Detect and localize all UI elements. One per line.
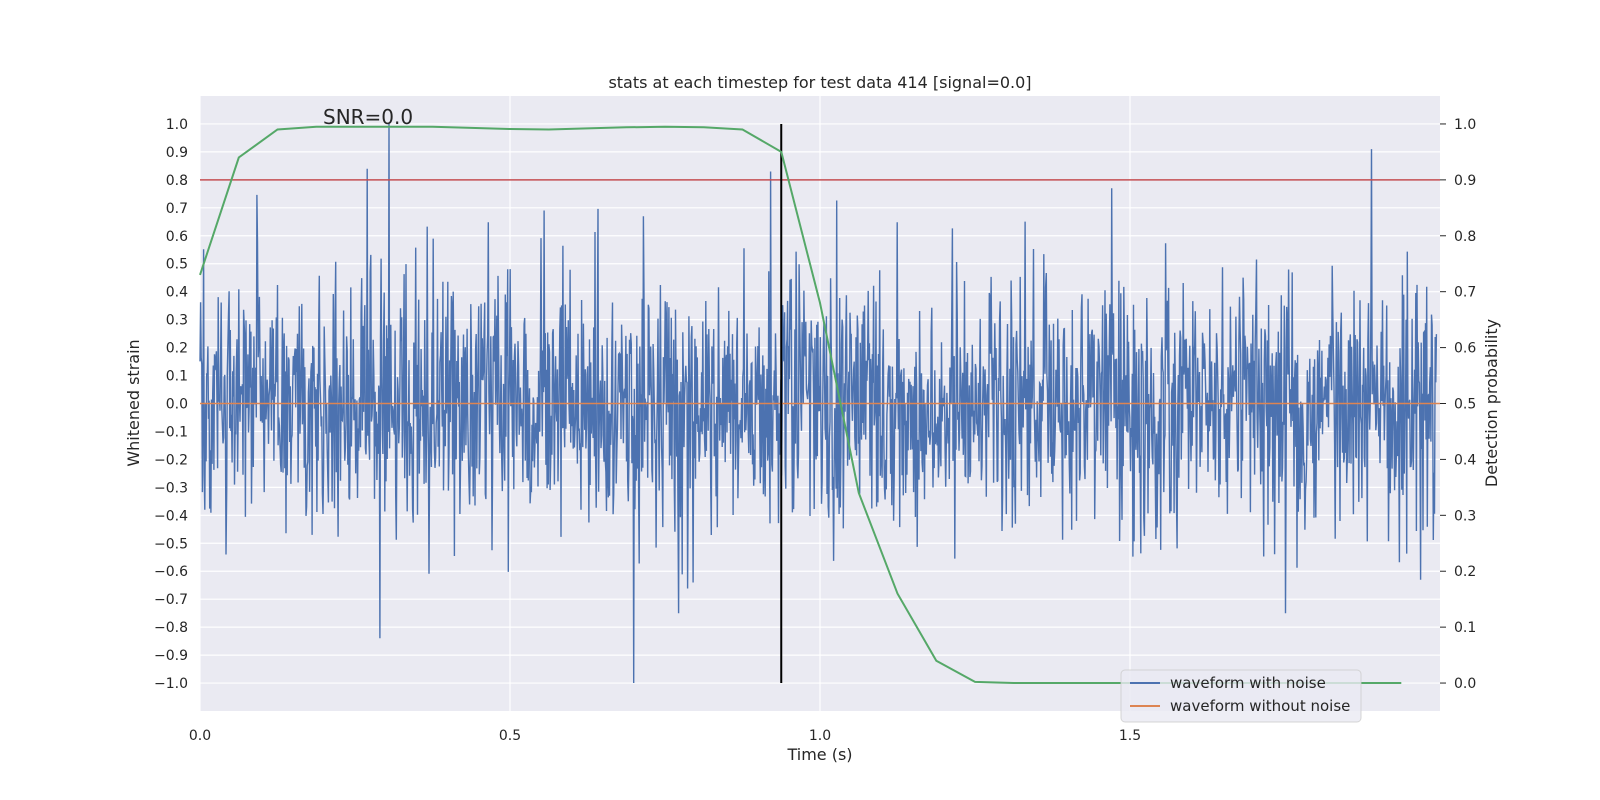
y-tick-label: 0.6 [166,229,188,245]
x-tick-label: 0.5 [499,728,521,744]
right-y-tick-label: 0.1 [1454,620,1476,636]
y-tick-label: 0.2 [166,341,188,357]
y-tick-label: −0.7 [154,592,188,608]
right-y-tick-label: 0.6 [1454,341,1476,357]
y-tick-label: 0.9 [166,145,188,161]
right-y-tick-label: 0.8 [1454,229,1476,245]
right-y-tick-label: 0.7 [1454,285,1476,301]
y-tick-label: −1.0 [154,676,188,692]
y-tick-label: −0.2 [154,452,188,468]
y-tick-label: −0.4 [154,508,188,524]
y-tick-label: 0.1 [166,369,188,385]
x-tick-labels: 0.0 0.5 1.0 1.5 [189,728,1141,744]
y-tick-label: −0.6 [154,564,188,580]
y-tick-labels: 1.0 0.9 0.8 0.7 0.6 0.5 0.4 0.3 0.2 0.1 0.0 −0.1 −0.… [154,117,188,692]
y-tick-label: 0.3 [166,313,188,329]
x-axis-label: Time (s) [786,745,852,764]
right-y-tick-label: 0.5 [1454,397,1476,413]
y-axis-label: Whitened strain [124,339,143,466]
right-y-tick-label: 0.2 [1454,564,1476,580]
legend-label-noise: waveform with noise [1170,674,1326,692]
y-tick-label: 0.0 [166,397,188,413]
right-y-tick-label: 0.4 [1454,452,1476,468]
y-tick-label: 0.7 [166,201,188,217]
y-tick-label: 0.4 [166,285,188,301]
legend-label-clean: waveform without noise [1170,697,1350,715]
legend-box [1120,669,1362,723]
y-tick-label: −0.1 [154,424,188,440]
y-tick-label: 0.5 [166,257,188,273]
y-tick-label: −0.8 [154,620,188,636]
x-tick-label: 1.0 [809,728,831,744]
waveform-with-noise-path [199,123,1438,684]
y-tick-label: −0.3 [154,480,188,496]
right-y-tick-label: 0.0 [1454,676,1476,692]
right-y-axis-label: Detection probability [1482,319,1501,487]
right-y-tick-label: 0.3 [1454,508,1476,524]
y-tick-label: −0.9 [154,648,188,664]
x-tick-label: 1.5 [1119,728,1141,744]
y-tick-label: 1.0 [166,117,188,133]
legend: waveform with noise waveform without noi… [1120,669,1362,723]
y-tick-label: 0.8 [166,173,188,189]
right-y-tick-labels: 1.0 0.9 0.8 0.7 0.6 0.5 0.4 0.3 0.2 0.1 0.0 [1440,117,1476,692]
right-y-tick-label: 1.0 [1454,117,1476,133]
reference-lines [200,123,1440,684]
right-y-tick-label: 0.9 [1454,173,1476,189]
chart-title: stats at each timestep for test data 414… [608,73,1031,92]
waveform-with-noise-line [199,123,1438,684]
snr-annotation: SNR=0.0 [323,105,413,129]
y-tick-label: −0.5 [154,536,188,552]
x-tick-label: 0.0 [189,728,211,744]
